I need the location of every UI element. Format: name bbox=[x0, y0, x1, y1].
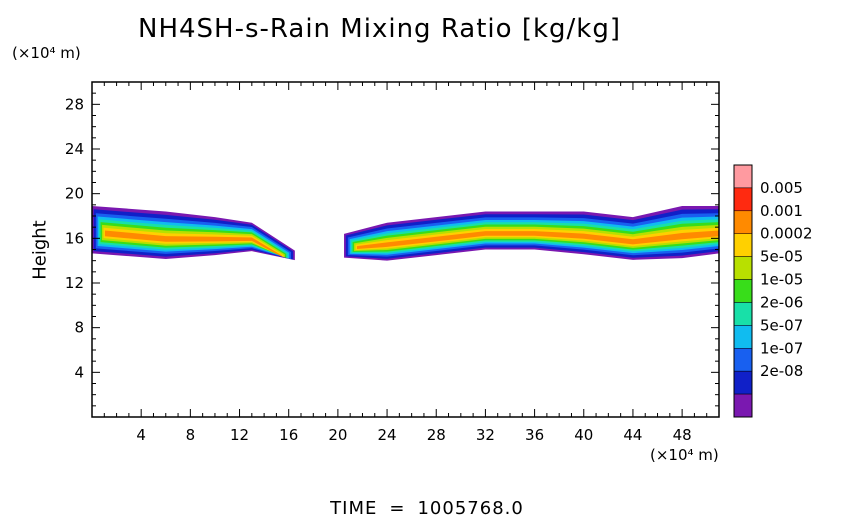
colorbar-label: 0.005 bbox=[760, 179, 803, 197]
x-axis-unit: (×10⁴ m) bbox=[650, 446, 719, 464]
time-label: TIME bbox=[330, 498, 378, 519]
time-value: 1005768.0 bbox=[417, 498, 524, 519]
x-tick-label: 32 bbox=[476, 426, 495, 444]
y-tick-label: 20 bbox=[65, 185, 84, 203]
y-tick-label: 12 bbox=[65, 274, 84, 292]
y-tick-label: 16 bbox=[65, 229, 84, 247]
x-tick-label: 40 bbox=[574, 426, 593, 444]
contour-band-right-cloud bbox=[355, 227, 719, 250]
y-tick-label: 4 bbox=[74, 363, 84, 381]
x-tick-label: 20 bbox=[328, 426, 347, 444]
x-tick-label: 8 bbox=[186, 426, 196, 444]
colorbar-label: 2e-06 bbox=[760, 293, 803, 311]
colorbar-label: 1e-05 bbox=[760, 271, 803, 289]
x-tick-label: 16 bbox=[279, 426, 298, 444]
x-tick-label: 28 bbox=[427, 426, 446, 444]
contour-band-right-cloud bbox=[357, 230, 719, 249]
colorbar-swatch bbox=[733, 370, 753, 395]
y-axis-unit: (×10⁴ m) bbox=[12, 44, 81, 62]
colorbar-label: 0.0002 bbox=[760, 225, 813, 243]
colorbar-swatch bbox=[733, 210, 753, 234]
x-tick-label: 48 bbox=[673, 426, 692, 444]
colorbar-swatch bbox=[733, 393, 753, 418]
x-tick-label: 44 bbox=[623, 426, 642, 444]
colorbar-swatch bbox=[733, 233, 753, 257]
chart-title-text: NH4SH-s-Rain Mixing Ratio [kg/kg] bbox=[138, 14, 621, 44]
colorbar-label: 1e-07 bbox=[760, 339, 803, 357]
y-tick-label: 24 bbox=[65, 140, 84, 158]
colorbar-label: 2e-08 bbox=[760, 362, 803, 380]
x-tick-label: 36 bbox=[525, 426, 544, 444]
colorbar-swatch bbox=[733, 164, 753, 189]
y-tick-label: 28 bbox=[65, 95, 84, 113]
colorbar-swatch bbox=[733, 348, 753, 372]
colorbar-frame bbox=[733, 164, 753, 418]
colorbar-swatch bbox=[733, 279, 753, 303]
contour-band-left-cloud bbox=[104, 230, 282, 257]
colorbar-swatch bbox=[733, 256, 753, 280]
colorbar-swatch bbox=[733, 187, 753, 212]
time-equals: = bbox=[389, 498, 406, 519]
colorbar-swatch bbox=[733, 302, 753, 326]
colorbar-label: 0.001 bbox=[760, 202, 803, 220]
x-tick-label: 12 bbox=[230, 426, 249, 444]
x-tick-label: 4 bbox=[136, 426, 146, 444]
y-tick-label: 8 bbox=[74, 319, 84, 337]
colorbar-swatch bbox=[733, 325, 753, 349]
colorbar-label: 5e-07 bbox=[760, 316, 803, 334]
time-readout: TIME = 1005768.0 bbox=[0, 498, 854, 519]
colorbar-label: 5e-05 bbox=[760, 248, 803, 266]
x-tick-label: 24 bbox=[378, 426, 397, 444]
